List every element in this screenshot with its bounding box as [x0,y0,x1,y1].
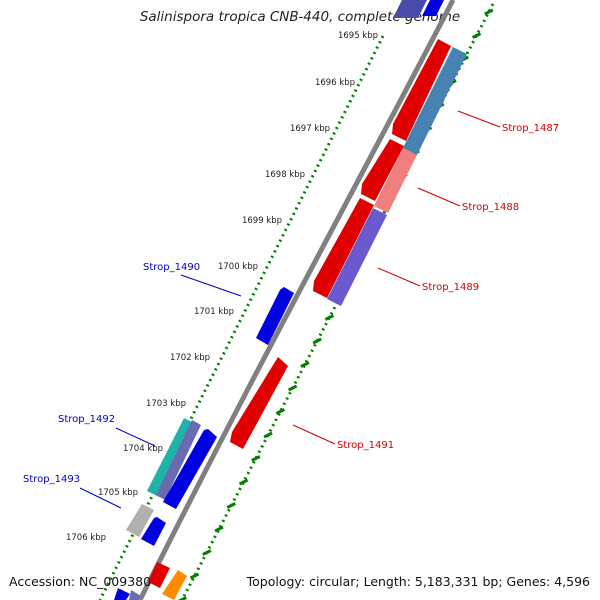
gene-strop-1493-reverse [141,517,166,546]
scale-label: 1698 kbp [265,170,305,180]
gene-leader-line [377,267,421,287]
scale-label: 1696 kbp [315,78,355,88]
gene-strop-1489-forward [313,198,374,298]
gene-label: Strop_1488 [462,202,519,213]
gene-label: Strop_1490 [143,262,200,273]
scale-label: 1703 kbp [146,399,186,409]
scale-tick [238,478,249,486]
gene-strop-1487-feature [403,47,467,155]
scale-ticks [177,8,494,600]
gene-strop-1487-forward [392,39,451,141]
gene-partial-bottom-blue [114,588,130,600]
gene-label: Strop_1487 [502,123,559,134]
gene-partial-top-reverse-2 [422,0,444,16]
gene-label: Strop_1493 [23,474,80,485]
genome-backbone [137,0,456,600]
gene-label: Strop_1489 [422,282,479,293]
scale-tick [312,337,322,345]
scale-tick [300,361,310,368]
gene-partial-top-reverse [393,0,427,18]
gene-partial-bottom-orange [162,570,187,600]
scale-tick [226,502,236,509]
gene-strop-1491-forward [230,357,288,449]
scale-label: 1695 kbp [338,31,378,41]
gene-leader-line [180,274,242,297]
scale-tick [251,455,261,462]
gene-partial-bottom-forward [148,562,170,588]
gene-strop-1490-reverse [256,287,294,345]
scale-tick [263,431,273,439]
gene-strop-1493-reverse-gray [126,504,154,537]
scale-tick [214,525,224,533]
scale-label: 1699 kbp [242,216,282,226]
scale-label-layer: 1695 kbp 1696 kbp 1697 kbp 1698 kbp 1699 kbp… [66,31,378,543]
gene-strop-1488-forward [361,139,404,201]
gene-strop-1492-reverse [163,429,217,509]
gene-leader-line [115,427,156,447]
summary-text: Topology: circular; Length: 5,183,331 bp… [246,574,590,589]
gene-strop-1492-reverse-slate [156,420,201,500]
scale-tick [471,32,482,39]
scale-label: 1700 kbp [218,262,258,272]
scale-label: 1701 kbp [194,307,234,317]
gene-strop-1489-feature [327,208,387,306]
scale-label: 1704 kbp [123,444,163,454]
scale-label: 1702 kbp [170,353,210,363]
scale-label: 1697 kbp [290,124,330,134]
scale-tick [189,572,200,580]
scale-tick [324,314,335,321]
scale-label: 1705 kbp [98,488,138,498]
scale-tick [202,549,212,556]
scale-label: 1706 kbp [66,533,106,543]
gene-leader-line [417,187,461,207]
accession-text: Accession: NC_009380 [9,574,152,589]
gene-leader-line [292,424,336,445]
scale-tick [275,408,286,415]
map-title: Salinispora tropica CNB-440, complete ge… [139,9,461,25]
gene-leader-line [457,110,501,128]
gene-label: Strop_1491 [337,440,394,451]
scale-tick [287,384,298,392]
gene-leader-line [79,487,122,509]
scale-tick [484,8,494,16]
gene-strop-1488-feature [374,148,417,213]
gene-partial-bottom-slate [129,590,141,600]
gene-label: Strop_1492 [58,414,115,425]
gene-label-layer: Strop_1487 Strop_1488 Strop_1489 Strop_1490… [23,110,559,509]
